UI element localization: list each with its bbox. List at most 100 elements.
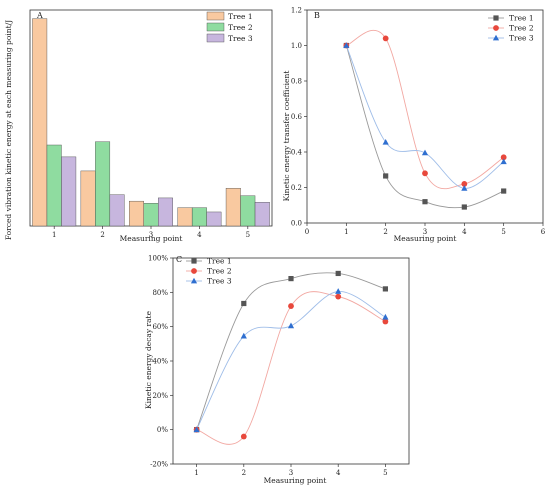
panel-b-x-tick-label: 5 — [501, 228, 505, 236]
panel-c-y-tick-label: -20% — [150, 461, 168, 469]
panel-b-legend-marker — [493, 15, 499, 21]
panel-b-data-point — [421, 149, 429, 156]
panel-c-data-point — [288, 276, 294, 282]
panel-c-data-point — [335, 270, 341, 277]
panel-a-y-axis-label: Forced vibration kinetic energy at each … — [4, 20, 13, 240]
panel-c-y-tick-label: 20% — [152, 392, 168, 400]
panel-c-x-tick-label: 1 — [194, 469, 198, 477]
panel-b-x-tick-label: 1 — [344, 228, 348, 236]
panel-b-y-tick-label: 1.0 — [291, 42, 302, 50]
panel-c-y-tick-label: 80% — [152, 289, 168, 297]
panel-c-line-chart: C Kinetic energy decay rate Measuring po… — [144, 255, 410, 485]
panel-b-legend-label: Tree 2 — [509, 24, 534, 33]
panel-c-legend-marker — [190, 277, 198, 284]
panel-c-data-point — [382, 286, 388, 292]
panel-a-bar — [206, 211, 222, 227]
panel-a-x-tick-label: 1 — [52, 231, 56, 239]
panel-a-x-tick-label: 3 — [149, 231, 153, 239]
panel-b-legend-marker — [493, 25, 499, 31]
panel-b-label: B — [314, 11, 320, 20]
panel-a-bar — [46, 144, 62, 227]
panel-b-series-line — [346, 30, 504, 190]
panel-a-bar — [61, 156, 77, 227]
panel-b-data-point — [501, 188, 507, 194]
panel-c-data-point — [335, 288, 342, 294]
panel-c-y-axis-label: Kinetic energy decay rate — [144, 310, 153, 409]
panel-b-data-point — [422, 199, 428, 205]
panel-c-data-point — [288, 303, 294, 309]
panel-b-x-tick-label: 4 — [462, 228, 467, 236]
panel-a-bar-chart: A Forced vibration kinetic energy at eac… — [4, 9, 273, 243]
panel-a-bar — [254, 202, 270, 227]
panel-b-legend-label: Tree 1 — [509, 14, 534, 23]
panel-b-data-point — [461, 181, 468, 187]
panel-a-bar — [95, 141, 111, 227]
panel-c-data-point — [240, 332, 247, 339]
panel-b-legend-label: Tree 3 — [509, 34, 534, 43]
panel-c-data-point — [193, 426, 200, 433]
panel-b-y-tick-label: 0.2 — [291, 184, 302, 192]
panel-b-x-tick-label: 3 — [423, 228, 427, 236]
panel-a-bar — [158, 197, 173, 227]
panel-b-y-axis-label: Kinetic energy transfer coefficient — [282, 71, 291, 202]
panel-a-bar — [80, 170, 96, 227]
panel-b-x-tick-label: 6 — [541, 228, 546, 236]
panel-b-data-point — [382, 138, 389, 145]
panel-b-x-tick-label: 0 — [305, 228, 309, 236]
panel-a-legend-swatch — [206, 33, 225, 43]
panel-a-x-axis-label: Measuring point — [120, 234, 183, 243]
panel-a-legend-label: Tree 1 — [228, 12, 253, 21]
panel-c-y-tick-label: 40% — [152, 358, 168, 366]
panel-c-x-tick-label: 5 — [383, 469, 387, 477]
panel-b-legend-marker — [492, 34, 500, 41]
panel-b-frame — [306, 9, 544, 224]
panel-a-legend-swatch — [206, 22, 225, 32]
panel-b-series-line — [345, 45, 504, 209]
panel-b-data-point — [461, 185, 468, 191]
panel-b-y-tick-label: 0.6 — [291, 113, 303, 121]
panel-a-x-tick-label: 2 — [100, 231, 104, 239]
panel-b-y-tick-label: 0.4 — [291, 149, 303, 157]
panel-b-x-axis-label: Measuring point — [394, 234, 457, 243]
panel-a-bar — [177, 207, 193, 227]
panel-c-legend-label: Tree 3 — [207, 277, 232, 286]
panel-b-y-tick-label: 0.0 — [291, 220, 302, 228]
panel-a-x-tick-label: 4 — [197, 231, 202, 239]
panel-c-data-point — [335, 293, 342, 300]
panel-c-data-point — [382, 318, 389, 325]
panel-b-data-point — [500, 154, 507, 161]
panel-a-legend-label: Tree 2 — [228, 23, 253, 32]
panel-c-label: C — [176, 255, 182, 264]
panel-a-bar — [191, 207, 207, 227]
panel-c-legend-marker — [191, 268, 197, 274]
panel-c-series-line — [196, 291, 386, 445]
panel-b-data-point — [500, 158, 507, 165]
panel-a-label: A — [36, 11, 43, 20]
panel-b-series-line — [345, 45, 504, 189]
panel-b-data-point — [383, 173, 389, 179]
panel-b-line-chart: B Kinetic energy transfer coefficient Me… — [282, 7, 546, 244]
panel-c-series-line — [196, 291, 386, 430]
panel-b-data-point — [461, 204, 467, 210]
panel-c-data-point — [241, 300, 247, 307]
panel-a-bar — [129, 200, 144, 227]
panel-a-bar — [143, 203, 159, 227]
panel-c-y-tick-label: 0% — [157, 426, 168, 434]
panel-c-legend-label: Tree 2 — [207, 267, 232, 276]
panel-b-x-tick-label: 2 — [383, 228, 387, 236]
panel-a-bar — [32, 18, 48, 227]
panel-c-y-tick-label: 60% — [152, 323, 168, 331]
panel-c-x-axis-label: Measuring point — [264, 476, 327, 485]
panel-a-bar — [109, 194, 125, 227]
panel-c-data-point — [382, 313, 389, 320]
panel-a-legend-swatch — [206, 11, 225, 21]
panel-b-data-point — [343, 42, 350, 48]
panel-b-y-tick-label: 0.8 — [291, 78, 302, 86]
panel-c-data-point — [287, 322, 295, 329]
panel-c-frame — [172, 257, 410, 465]
panel-a-legend-label: Tree 3 — [228, 34, 253, 43]
panel-b-data-point — [382, 35, 389, 42]
panel-c-x-tick-label: 4 — [336, 469, 341, 477]
panel-c-legend-label: Tree 1 — [207, 257, 232, 266]
